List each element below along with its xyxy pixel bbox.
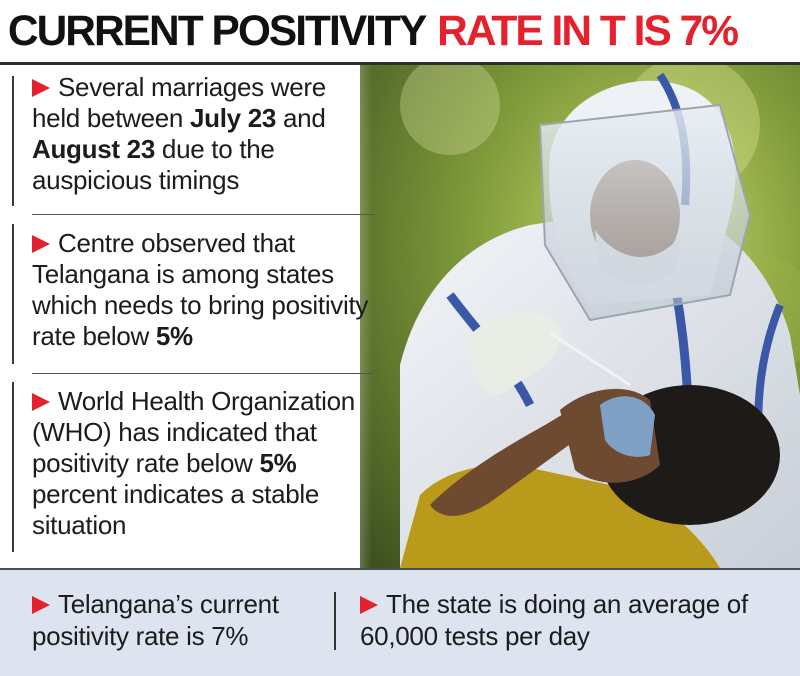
red-arrow-icon [32, 393, 50, 411]
red-arrow-icon [32, 596, 50, 614]
headline-red-part: RATE IN T IS 7% [437, 6, 739, 55]
bottom-item-current-rate: Telangana’s current positivity rate is 7… [32, 588, 322, 652]
bottom-divider [334, 592, 336, 650]
bullet-item-centre: Centre observed that Telangana is among … [32, 228, 377, 352]
frame-line [12, 76, 14, 206]
bullet-text: and [276, 103, 326, 133]
health-worker-swab-photo [360, 65, 800, 568]
bullet-item-marriages: Several marriages were held between July… [32, 72, 377, 196]
bullet-bold-value: 5% [259, 448, 297, 478]
bullet-text: percent indicates a stable situation [32, 479, 320, 540]
headline: CURRENT POSITIVITY RATE IN T IS 7% [0, 0, 790, 62]
frame-line [12, 224, 14, 364]
bullet-text: due to the auspicious timings [32, 134, 275, 195]
bullet-panel [0, 65, 372, 568]
bullet-text: Centre observed that Telangana is among … [32, 228, 369, 351]
photo-illustration [360, 65, 800, 568]
bullet-bold-date: July 23 [190, 103, 277, 133]
header-rule [0, 62, 800, 65]
headline-black-part: CURRENT POSITIVITY [7, 6, 427, 55]
bullet-bold-value: 5% [155, 321, 193, 351]
bottom-text: The state is doing an average of 60,000 … [360, 589, 748, 651]
divider [32, 373, 374, 374]
red-arrow-icon [32, 79, 50, 97]
red-arrow-icon [32, 235, 50, 253]
red-arrow-icon [360, 596, 378, 614]
bullet-text: World Health Organization (WHO) has indi… [32, 386, 355, 478]
bullet-item-who: World Health Organization (WHO) has indi… [32, 386, 377, 541]
bullet-bold-date: August 23 [32, 134, 155, 164]
frame-line [12, 382, 14, 552]
bottom-item-tests-per-day: The state is doing an average of 60,000 … [360, 588, 790, 652]
bottom-summary-band: Telangana’s current positivity rate is 7… [0, 568, 800, 676]
bottom-text: Telangana’s current positivity rate is 7… [32, 589, 279, 651]
bullet-text: Several marriages were held between [32, 72, 326, 133]
divider [32, 214, 374, 215]
